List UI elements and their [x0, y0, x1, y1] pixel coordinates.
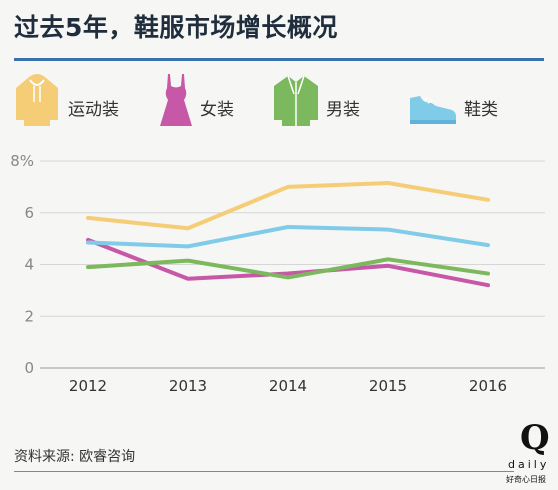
source-note: 资料来源: 欧睿咨询: [14, 449, 136, 465]
dress-icon: [160, 74, 192, 126]
y-tick-label: 4: [24, 256, 34, 274]
y-tick-label: 6: [24, 204, 34, 222]
hoodie-icon: [16, 74, 58, 126]
source-rule: [14, 471, 514, 472]
logo-mark: Q: [520, 418, 550, 458]
series-line: [86, 224, 490, 249]
x-tick-label: 2015: [369, 377, 407, 395]
logo-word: daily: [508, 458, 550, 471]
x-tick-label: 2012: [69, 377, 107, 395]
line-chart: 0 2 4 6 8% 2012 2013 2014 2015 2016: [10, 152, 545, 395]
series-line: [86, 237, 490, 288]
legend-label-womenswear: 女装: [200, 100, 234, 120]
series-line: [86, 180, 490, 231]
jacket-icon: [274, 75, 318, 126]
title-rule: [14, 58, 544, 61]
logo-subtitle: 好奇心日报: [506, 475, 546, 484]
x-tick-label: 2016: [469, 377, 507, 395]
x-tick-label: 2013: [169, 377, 207, 395]
publisher-logo: Q daily 好奇心日报: [506, 418, 558, 490]
legend: 运动装 女装 男装 鞋类: [0, 72, 558, 132]
legend-label-footwear: 鞋类: [464, 100, 498, 120]
chart-title: 过去5年，鞋服市场增长概况: [14, 13, 338, 42]
legend-label-sportswear: 运动装: [68, 100, 119, 120]
legend-label-menswear: 男装: [326, 100, 360, 120]
y-tick-label: 2: [24, 307, 34, 325]
y-tick-label: 8%: [10, 152, 34, 170]
series-line: [86, 257, 490, 280]
x-tick-label: 2014: [269, 377, 307, 395]
y-tick-label: 0: [24, 359, 34, 377]
shoe-icon: [410, 96, 456, 124]
